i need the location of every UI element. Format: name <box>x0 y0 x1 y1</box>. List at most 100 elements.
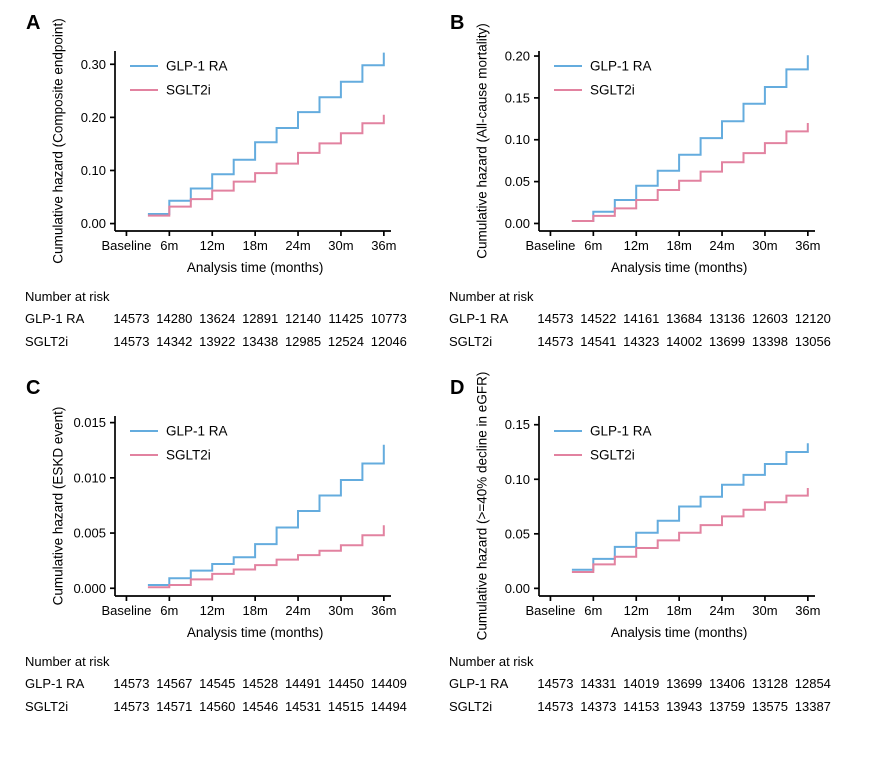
risk-count: 14280 <box>156 311 193 326</box>
y-tick-label: 0.15 <box>505 90 530 105</box>
risk-count: 14571 <box>156 699 193 714</box>
risk-count: 13922 <box>199 334 236 349</box>
risk-count: 13406 <box>708 676 746 691</box>
x-tick-label: 30m <box>752 238 777 253</box>
x-tick-label: Baseline <box>526 238 576 253</box>
panel-a: A Cumulative hazard (Composite endpoint)… <box>18 12 442 353</box>
risk-row: GLP-1 RA 14573 14280 13624 12891 12140 11425 10… <box>18 307 442 330</box>
x-tick-label: 12m <box>624 238 649 253</box>
y-tick-label: 0.10 <box>505 472 530 487</box>
x-tick-label: 18m <box>666 603 691 618</box>
risk-row: GLP-1 RA 14573 14567 14545 14528 14491 14450 14… <box>18 672 442 695</box>
risk-count: 12120 <box>794 311 831 326</box>
risk-count: 14153 <box>623 699 660 714</box>
risk-count: 14409 <box>370 676 407 691</box>
risk-row-label: SGLT2i <box>449 699 493 714</box>
y-tick-label: 0.15 <box>505 417 530 432</box>
x-tick-label: 18m <box>666 238 691 253</box>
panel-letter: A <box>26 12 41 34</box>
risk-row-label: GLP-1 RA <box>25 311 85 326</box>
x-tick-label: 6m <box>584 603 602 618</box>
panel-c: C Cumulative hazard (ESKD event) 0.000 0.… <box>18 377 442 718</box>
panel-b: B Cumulative hazard (All-cause mortality… <box>442 12 866 353</box>
risk-count: 13136 <box>708 311 746 326</box>
risk-count: 14573 <box>113 676 150 691</box>
risk-row: GLP-1 RA 14573 14331 14019 13699 13406 13128 12… <box>442 672 866 695</box>
legend-label-sglt2i: SGLT2i <box>166 448 211 463</box>
risk-count: 14373 <box>580 699 617 714</box>
x-tick-label: 12m <box>200 603 225 618</box>
risk-count: 12891 <box>242 311 279 326</box>
risk-row-label: GLP-1 RA <box>449 676 509 691</box>
risk-count: 10773 <box>370 311 407 326</box>
y-tick-label: 0.010 <box>73 470 106 485</box>
risk-row-label: SGLT2i <box>25 699 69 714</box>
risk-count: 14450 <box>327 676 365 691</box>
x-tick-label: 18m <box>242 238 267 253</box>
x-tick-label: 24m <box>709 238 734 253</box>
series-step-line-glp-1-ra <box>571 443 809 571</box>
y-tick-label: 0.005 <box>73 526 106 541</box>
risk-row: SGLT2i 14573 14541 14323 14002 13699 13398 1305… <box>442 330 866 353</box>
x-tick-label: Baseline <box>102 603 152 618</box>
y-tick-label: 0.015 <box>73 415 106 430</box>
risk-count: 13056 <box>794 334 831 349</box>
risk-count: 12140 <box>284 311 322 326</box>
risk-count: 12524 <box>327 334 365 349</box>
risk-count: 14528 <box>242 676 279 691</box>
y-axis-label: Cumulative hazard (ESKD event) <box>50 406 66 606</box>
risk-count: 14494 <box>370 699 407 714</box>
risk-table-title: Number at risk <box>25 654 110 669</box>
risk-count: 13699 <box>708 334 746 349</box>
x-tick-label: 36m <box>795 238 820 253</box>
risk-count: 14573 <box>537 334 574 349</box>
series-step-line-sglt2i <box>571 488 809 573</box>
x-tick-label: Baseline <box>526 603 576 618</box>
x-tick-label: 12m <box>624 603 649 618</box>
plot-svg: 0.00 0.05 0.10 0.15 0.20 Baseline 6m 12m 18m 24m 3… <box>505 49 821 275</box>
series-step-line-glp-1-ra <box>571 55 809 222</box>
risk-count: 14541 <box>580 334 617 349</box>
y-tick-label: 0.00 <box>505 581 530 596</box>
panel-letter: D <box>450 377 465 399</box>
risk-rows: GLP-1 RA 14573 14522 14161 13684 13136 12603 12… <box>442 307 866 353</box>
legend-label-glp-1-ra: GLP-1 RA <box>590 424 652 439</box>
legend-label-glp-1-ra: GLP-1 RA <box>166 59 228 74</box>
risk-count: 14573 <box>537 311 574 326</box>
panel-letter: C <box>26 377 41 399</box>
risk-count: 13699 <box>666 676 703 691</box>
risk-count: 14573 <box>537 699 574 714</box>
x-tick-label: 6m <box>160 603 178 618</box>
risk-count: 13943 <box>666 699 703 714</box>
chart-eskd-event: Cumulative hazard (ESKD event) 0.000 0.00… <box>18 406 442 646</box>
chart-all-cause-mortality: Cumulative hazard (All-cause mortality) … <box>442 23 866 281</box>
risk-count: 11425 <box>328 311 364 326</box>
plot-svg: 0.00 0.05 0.10 0.15 Baseline 6m 12m 18m 24m 30m 36… <box>505 416 820 640</box>
risk-table-title: Number at risk <box>449 289 534 304</box>
risk-count: 13387 <box>794 699 831 714</box>
risk-count: 14002 <box>666 334 703 349</box>
risk-count: 14161 <box>623 311 660 326</box>
y-axis-label: Cumulative hazard (All-cause mortality) <box>474 23 490 259</box>
risk-count: 14531 <box>284 699 322 714</box>
x-tick-label: 30m <box>328 603 353 618</box>
y-tick-label: 0.20 <box>81 110 106 125</box>
risk-count: 14573 <box>113 311 150 326</box>
figure: A Cumulative hazard (Composite endpoint)… <box>18 12 866 718</box>
x-tick-label: 30m <box>752 603 777 618</box>
risk-count: 12603 <box>751 311 789 326</box>
risk-count: 14573 <box>113 699 150 714</box>
risk-row-label: GLP-1 RA <box>25 676 85 691</box>
risk-row: SGLT2i 14573 14342 13922 13438 12985 12524 1204… <box>18 330 442 353</box>
risk-table: Number at risk GLP-1 RA 14573 14567 14545 14… <box>18 652 442 718</box>
x-tick-label: 36m <box>371 603 396 618</box>
risk-rows: GLP-1 RA 14573 14567 14545 14528 14491 14450 14… <box>18 672 442 718</box>
risk-count: 14573 <box>113 334 150 349</box>
y-tick-label: 0.20 <box>505 49 530 64</box>
y-tick-label: 0.00 <box>81 216 106 231</box>
x-tick-label: 18m <box>242 603 267 618</box>
risk-table-title: Number at risk <box>449 654 534 669</box>
legend-label-sglt2i: SGLT2i <box>590 448 635 463</box>
risk-count: 14019 <box>623 676 660 691</box>
risk-table: Number at risk GLP-1 RA 14573 14280 13624 12… <box>18 287 442 353</box>
